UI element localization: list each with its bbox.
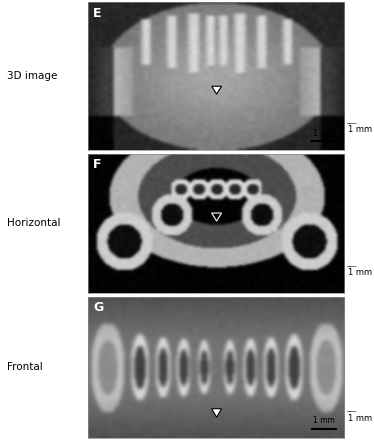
Text: 1 mm: 1 mm bbox=[348, 125, 372, 134]
Text: ___: ___ bbox=[346, 261, 356, 267]
Text: Horizontal: Horizontal bbox=[7, 218, 61, 228]
Text: ___: ___ bbox=[346, 406, 356, 412]
Polygon shape bbox=[212, 409, 221, 417]
Text: 3D image: 3D image bbox=[7, 71, 58, 81]
Text: F: F bbox=[93, 158, 101, 171]
Polygon shape bbox=[212, 86, 221, 94]
Text: E: E bbox=[93, 7, 101, 20]
Text: 1 mm: 1 mm bbox=[313, 416, 335, 425]
Text: 1 mm: 1 mm bbox=[313, 271, 335, 280]
Text: 1 mm: 1 mm bbox=[348, 414, 372, 422]
Text: Frontal: Frontal bbox=[7, 363, 43, 372]
Polygon shape bbox=[212, 213, 221, 221]
Text: G: G bbox=[93, 301, 103, 314]
Text: 1 mm: 1 mm bbox=[313, 128, 335, 138]
Text: 1 mm: 1 mm bbox=[348, 268, 372, 277]
Text: ___: ___ bbox=[346, 118, 356, 124]
